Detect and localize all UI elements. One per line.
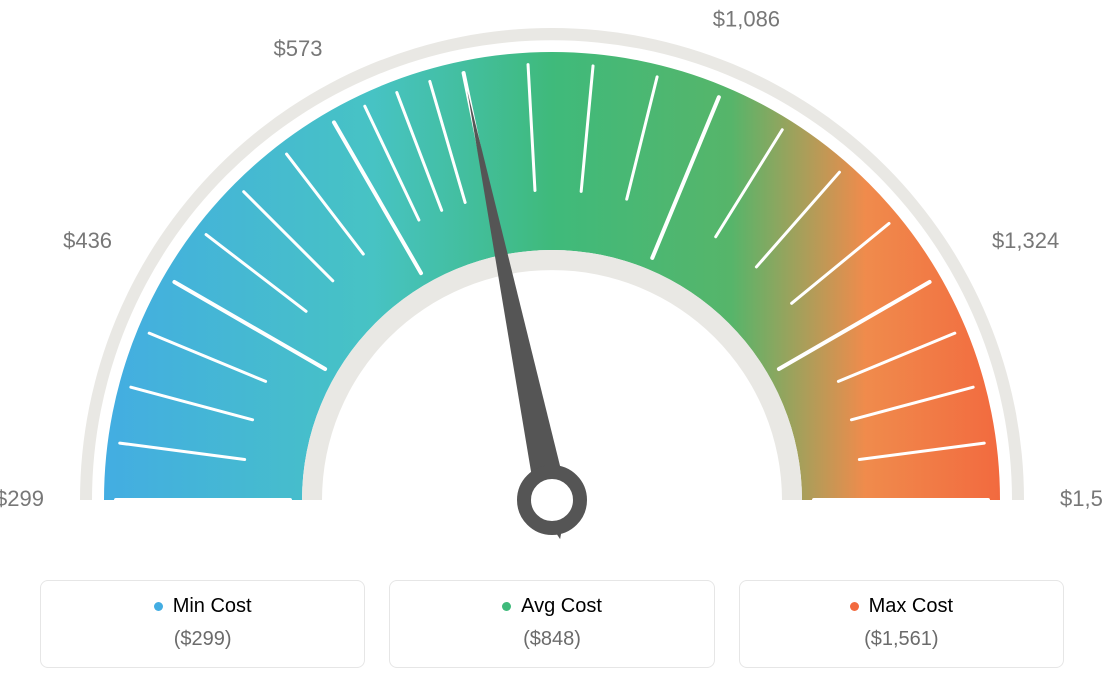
legend-min-card: Min Cost ($299) xyxy=(40,580,365,668)
legend-max-dot xyxy=(850,602,859,611)
svg-text:$573: $573 xyxy=(274,36,323,61)
legend-min-label: Min Cost xyxy=(173,595,252,618)
svg-text:$1,086: $1,086 xyxy=(713,7,780,32)
legend-min-dot xyxy=(154,602,163,611)
svg-text:$436: $436 xyxy=(63,228,112,253)
legend-avg-value: ($848) xyxy=(400,628,703,651)
svg-text:$1,324: $1,324 xyxy=(992,228,1059,253)
svg-text:$1,561: $1,561 xyxy=(1060,486,1104,511)
legend-avg-card: Avg Cost ($848) xyxy=(389,580,714,668)
gauge-arc xyxy=(104,52,1000,500)
legend-row: Min Cost ($299) Avg Cost ($848) Max Cost… xyxy=(40,580,1064,668)
legend-avg-label: Avg Cost xyxy=(521,595,602,618)
gauge-hub xyxy=(524,472,580,528)
svg-text:$299: $299 xyxy=(0,486,44,511)
legend-max-card: Max Cost ($1,561) xyxy=(739,580,1064,668)
cost-gauge: $299 $436 $573 $848 $1,086 $1,324 $1,561 xyxy=(0,0,1104,560)
legend-avg-dot xyxy=(502,602,511,611)
legend-max-value: ($1,561) xyxy=(750,628,1053,651)
legend-max-label: Max Cost xyxy=(869,595,953,618)
svg-text:$848: $848 xyxy=(425,0,474,4)
legend-min-value: ($299) xyxy=(51,628,354,651)
